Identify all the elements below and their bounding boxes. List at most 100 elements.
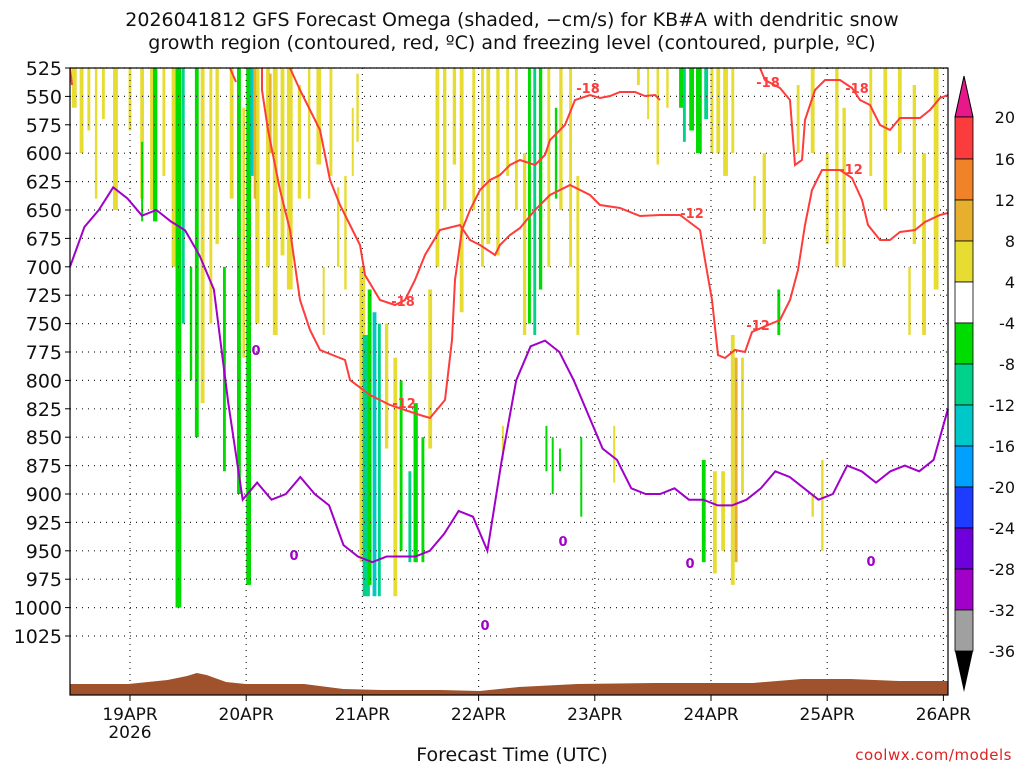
omega-shade-59 [496, 68, 500, 256]
omega-shade-96 [753, 175, 756, 210]
omega-shade-6 [128, 68, 132, 131]
omega-shade-77 [636, 68, 640, 86]
x-tick-label-6: 25APR [800, 705, 856, 725]
x-axis-label: Forecast Time (UTC) [416, 744, 608, 766]
omega-shade-43 [372, 312, 377, 597]
omega-shade-85 [704, 68, 709, 120]
omega-shade-83 [689, 68, 695, 131]
omega-shade-47 [399, 380, 403, 551]
omega-shade-39 [356, 73, 359, 142]
x-tick-label-0: 19APR [102, 705, 158, 725]
omega-shade-92 [721, 471, 726, 551]
omega-shade-37 [344, 175, 347, 290]
omega-shade-102 [835, 68, 839, 267]
freezing-level-label-5: 0 [866, 555, 875, 570]
y-tick-label-750: 750 [26, 314, 62, 336]
red-contour-1 [289, 68, 840, 360]
omega-shading [71, 68, 939, 608]
omega-shade-57 [481, 68, 484, 267]
omega-shade-111 [933, 68, 939, 290]
omega-shade-58 [486, 68, 491, 245]
colorbar-seg-9 [954, 486, 974, 529]
omega-shade-44 [377, 323, 381, 597]
colorbar-label-4: 4 [1005, 273, 1015, 292]
y-tick-label-825: 825 [26, 399, 62, 421]
y-tick-label-1025: 1025 [14, 626, 62, 648]
omega-shade-2 [87, 68, 91, 131]
colorbar-seg-12 [954, 609, 974, 652]
omega-shade-108 [897, 68, 902, 154]
omega-shade-75 [501, 425, 504, 460]
omega-shade-68 [559, 68, 563, 210]
omega-shade-12 [171, 68, 176, 267]
freezing-level-label-3: 0 [558, 535, 567, 550]
colorbar-seg-8 [954, 445, 974, 488]
omega-shade-70 [576, 175, 580, 335]
omega-shade-24 [246, 68, 252, 585]
red-contour-label-2: -12 [392, 397, 416, 412]
omega-shade-22 [237, 68, 241, 494]
red-contour-label-6: -18 [756, 76, 780, 91]
omega-shade-48 [408, 471, 412, 563]
x-tick-label-1: 20APR [219, 705, 275, 725]
colorbar-label-12: -32 [989, 601, 1015, 620]
omega-shade-45 [384, 323, 389, 449]
x-tick-label-2: 21APR [335, 705, 391, 725]
red-contour-5 [229, 68, 237, 83]
omega-shade-82 [682, 68, 686, 142]
plot-frame [69, 67, 949, 696]
omega-shade-103 [842, 107, 846, 267]
colorbar-top-arrow [954, 75, 974, 118]
freezing-level-label-1: 0 [289, 549, 298, 564]
colorbar-seg-11 [954, 568, 974, 611]
omega-shade-40 [359, 266, 366, 563]
omega-shade-28 [272, 68, 278, 335]
omega-shade-32 [307, 68, 311, 199]
omega-shade-94 [734, 357, 738, 563]
omega-shade-80 [666, 68, 669, 108]
omega-shade-14 [181, 68, 185, 324]
colorbar-seg-10 [954, 527, 974, 570]
y-tick-label-650: 650 [26, 200, 62, 222]
colorbar-label-2: 12 [995, 191, 1015, 210]
omega-shade-95 [741, 357, 744, 494]
omega-shade-86 [710, 68, 714, 154]
omega-shade-31 [297, 85, 302, 199]
colorbar-seg-6 [954, 363, 974, 406]
omega-shade-55 [459, 68, 464, 313]
omega-shade-109 [912, 85, 917, 245]
y-tick-label-550: 550 [26, 86, 62, 108]
omega-shade-74 [580, 437, 583, 517]
omega-shade-33 [316, 68, 322, 165]
y-tick-label-575: 575 [26, 115, 62, 137]
omega-shade-42 [367, 289, 372, 585]
grid [70, 67, 948, 695]
omega-shade-23 [242, 107, 246, 358]
red-contour-2 [759, 68, 948, 167]
red-contour-label-0: -18 [576, 82, 600, 97]
omega-shade-79 [656, 68, 659, 165]
red-contour-label-1: -18 [391, 295, 415, 310]
y-tick-label-850: 850 [26, 427, 62, 449]
freezing-level-label-0: 0 [251, 344, 260, 359]
colorbar-label-11: -28 [989, 560, 1015, 579]
omega-shade-113 [269, 73, 272, 154]
omega-shade-53 [443, 68, 447, 210]
omega-shade-50 [421, 437, 425, 563]
colorbar-seg-7 [954, 404, 974, 447]
y-tick-label-775: 775 [26, 342, 62, 364]
colorbar-label-3: 8 [1005, 232, 1015, 251]
omega-shade-99 [796, 85, 800, 154]
y-tick-label-525: 525 [26, 58, 62, 80]
omega-shade-21 [229, 68, 234, 199]
y-tick-label-900: 900 [26, 484, 62, 506]
omega-shade-65 [538, 68, 543, 290]
omega-shade-13 [175, 68, 182, 608]
omega-shade-69 [569, 68, 573, 267]
omega-shade-9 [162, 68, 166, 176]
omega-shade-15 [189, 266, 193, 381]
colorbar-seg-2 [954, 199, 974, 242]
omega-shade-101 [825, 153, 829, 245]
omega-shade-1 [79, 68, 84, 154]
